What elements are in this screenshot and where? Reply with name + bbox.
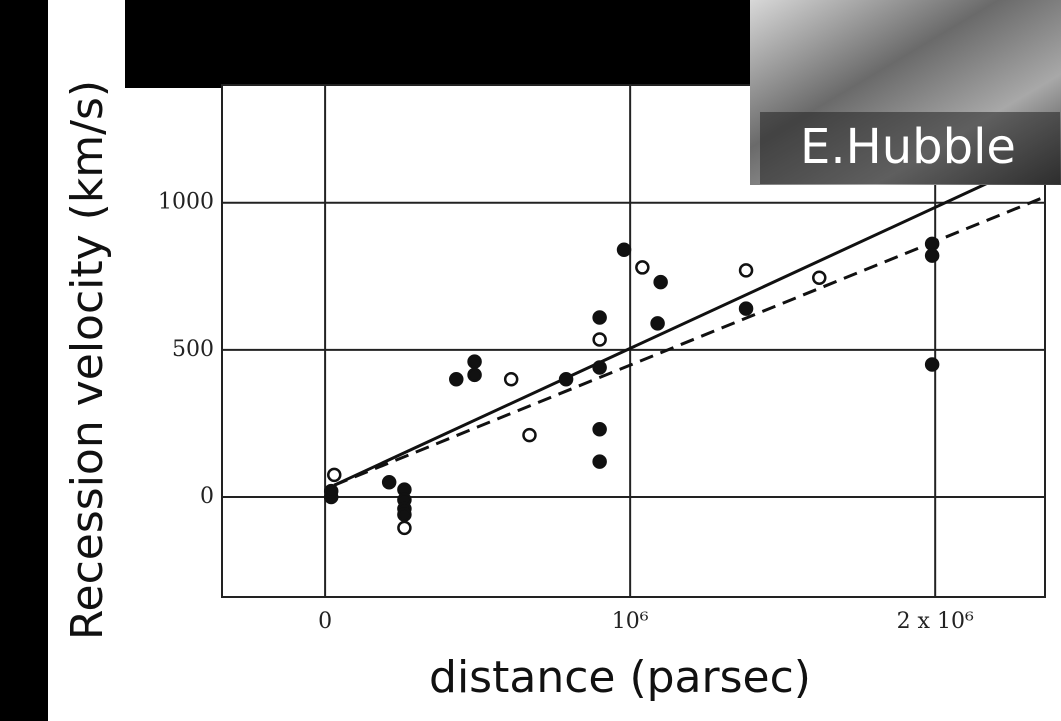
- data-point: [924, 357, 940, 372]
- plot: 0 10⁶ 2 x 10⁶ 0 500 1000: [158, 85, 1046, 634]
- data-point: [592, 422, 607, 437]
- data-point: [924, 236, 940, 252]
- data-point: [592, 360, 607, 375]
- x-tick-label: 10⁶: [612, 609, 649, 634]
- data-point: [924, 248, 940, 263]
- y-tick-label: 1000: [158, 190, 214, 215]
- x-tick-label: 0: [318, 609, 332, 634]
- data-point: [635, 260, 650, 275]
- data-point: [467, 367, 482, 383]
- y-tick-label: 0: [200, 484, 214, 509]
- data-point: [592, 332, 607, 347]
- data-point: [397, 520, 412, 536]
- photo-caption-bg: [760, 112, 1060, 184]
- data-point: [449, 372, 464, 387]
- x-tick-label: 2 x 10⁶: [897, 609, 974, 634]
- data-point: [592, 310, 607, 325]
- data-point: [327, 467, 342, 483]
- y-tick-label: 500: [172, 337, 214, 362]
- data-point: [616, 242, 632, 258]
- fit-line: [333, 177, 997, 487]
- data-point: [323, 483, 339, 499]
- data-point: [812, 270, 827, 285]
- photo-caption: E.Hubble: [800, 119, 1016, 175]
- data-point: [738, 263, 754, 278]
- data-point: [738, 301, 754, 316]
- data-point: [503, 372, 519, 387]
- y-axis-label: Recession velocity (km/s): [62, 80, 113, 640]
- data-point: [381, 474, 397, 490]
- data-point: [397, 507, 412, 522]
- data-point: [653, 274, 668, 290]
- x-axis-label: distance (parsec): [429, 652, 811, 703]
- photo: E.Hubble: [750, 0, 1061, 185]
- slide-band: [125, 0, 750, 88]
- data-point: [467, 354, 482, 369]
- data-point: [522, 427, 537, 443]
- data-point: [592, 454, 607, 469]
- data-point: [650, 316, 665, 331]
- data-point: [558, 372, 574, 387]
